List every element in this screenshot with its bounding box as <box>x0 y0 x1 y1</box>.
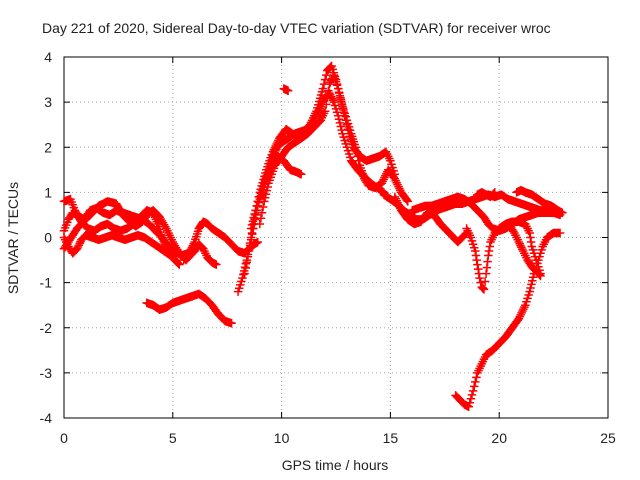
data-point-markers <box>59 203 193 260</box>
series-trace-k <box>255 70 413 229</box>
data-point-markers <box>451 228 565 411</box>
series-trace-g <box>142 289 236 328</box>
data-point-markers <box>255 70 413 229</box>
y-tick-label: -1 <box>40 275 53 291</box>
axis-ticks: 0 5 10 15 20 25 -4 -3 -2 -1 0 1 2 3 4 <box>40 49 616 446</box>
series-trace-f <box>181 240 221 269</box>
data-point-markers <box>181 240 221 269</box>
data-point-markers <box>473 188 500 202</box>
data-point-markers <box>246 61 400 233</box>
x-tick-label: 20 <box>491 430 507 446</box>
data-point-markers <box>279 84 293 96</box>
y-tick-label: 0 <box>44 230 52 246</box>
y-tick-label: -3 <box>40 365 53 381</box>
x-tick-label: 15 <box>383 430 399 446</box>
y-tick-label: -2 <box>40 320 53 336</box>
y-tick-label: 1 <box>44 184 52 200</box>
data-point-markers <box>390 192 471 247</box>
series-trace-q <box>505 221 545 281</box>
y-tick-label: 2 <box>44 139 52 155</box>
data-point-markers <box>505 221 545 281</box>
series-trace-s <box>512 185 567 217</box>
series-trace-d <box>59 230 180 265</box>
y-axis-label: SDTVAR / TECUs <box>5 182 21 294</box>
chart-title: Day 221 of 2020, Sidereal Day-to-day VTE… <box>42 20 551 36</box>
data-point-markers <box>59 230 180 265</box>
data-point-markers <box>512 185 567 217</box>
data-point-markers <box>462 217 545 294</box>
series-trace-t <box>473 188 500 202</box>
data-series <box>59 61 567 411</box>
series-trace-c <box>59 203 193 260</box>
x-tick-label: 25 <box>600 430 616 446</box>
series-trace-j <box>246 61 400 233</box>
x-tick-label: 0 <box>60 430 68 446</box>
series-trace-n <box>390 192 471 247</box>
series-trace-p <box>462 217 545 294</box>
series-trace-r <box>451 228 565 411</box>
x-tick-label: 10 <box>274 430 290 446</box>
data-point-markers <box>142 289 236 328</box>
y-tick-label: -4 <box>40 410 53 426</box>
x-tick-label: 5 <box>169 430 177 446</box>
x-axis-label: GPS time / hours <box>282 457 389 473</box>
series-trace-l <box>279 84 293 96</box>
y-tick-label: 3 <box>44 94 52 110</box>
y-tick-label: 4 <box>44 49 52 65</box>
